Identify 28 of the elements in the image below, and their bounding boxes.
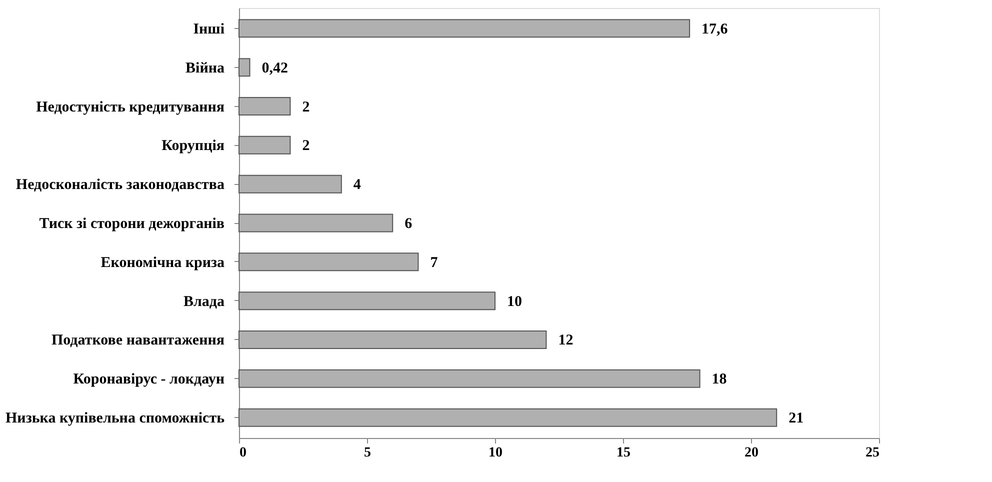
x-tick-label: 5 (364, 446, 371, 460)
y-tick-label: Податкове навантаження (51, 332, 224, 349)
data-label: 18 (712, 372, 727, 388)
data-label: 10 (507, 294, 522, 310)
x-tick-label: 0 (240, 446, 246, 460)
y-tick-label: Недостуність кредитування (36, 99, 224, 116)
data-label: 17,6 (702, 21, 728, 38)
y-tick-label: Корупція (162, 138, 224, 154)
y-tick-label: Коронавірус - локдаун (73, 372, 225, 388)
data-label: 4 (353, 177, 362, 194)
data-label: 2 (302, 99, 310, 116)
data-label: 6 (404, 216, 413, 232)
y-tick-label: Економічна криза (100, 254, 225, 271)
y-tick-label: Низька купівельна споможність (6, 410, 225, 427)
data-label: 21 (788, 410, 804, 427)
y-tick-label: Тиск зі сторони дежорганів (39, 216, 224, 232)
data-label: 2 (302, 138, 310, 154)
y-tick-label: Влада (183, 294, 225, 310)
x-tick-label: 25 (866, 446, 880, 460)
data-label: 12 (558, 332, 574, 349)
y-tick-label: Інші (193, 21, 224, 38)
y-tick-label: Недосконалість законодавства (16, 177, 225, 194)
data-label: 7 (430, 254, 438, 271)
x-tick-label: 15 (616, 446, 630, 460)
x-tick-label: 20 (744, 446, 758, 460)
data-label: 0,42 (262, 60, 288, 76)
y-tick-label: Війна (186, 60, 225, 76)
x-tick-label: 10 (488, 446, 502, 460)
